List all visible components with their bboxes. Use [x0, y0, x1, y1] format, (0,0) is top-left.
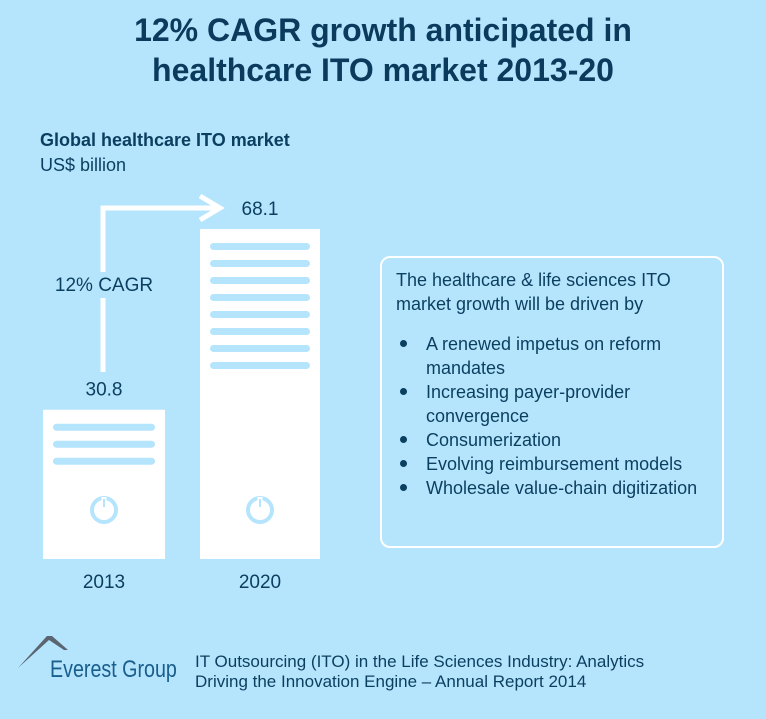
everest-mountain-icon — [18, 636, 68, 668]
bar-stripe — [53, 423, 155, 431]
page-title: 12% CAGR growth anticipated in healthcar… — [0, 10, 766, 90]
title-line-1: 12% CAGR growth anticipated in — [134, 12, 632, 48]
bar-stripe — [53, 457, 155, 465]
value-label: 68.1 — [242, 199, 279, 220]
drivers-list: A renewed impetus on reform mandates Inc… — [396, 332, 708, 500]
cagr-label-gap — [95, 272, 111, 298]
driver-item: Consumerization — [400, 428, 708, 452]
category-label: 2020 — [239, 572, 281, 593]
bar-stripe — [210, 294, 310, 301]
driver-item: Evolving reimbursement models — [400, 452, 708, 476]
cagr-label: 12% CAGR — [55, 275, 153, 296]
drivers-heading: The healthcare & life sciences ITO marke… — [396, 270, 671, 314]
bar-stripe — [53, 440, 155, 448]
value-label: 30.8 — [86, 380, 123, 401]
driver-item: Increasing payer-provider convergence — [400, 380, 708, 428]
bar-stripe — [210, 345, 310, 352]
category-label: 2013 — [83, 572, 125, 593]
source-line: Driving the Innovation Engine – Annual R… — [195, 672, 587, 691]
everest-group-logo: Everest Group — [50, 656, 177, 683]
cagr-arrow — [100, 205, 215, 372]
drivers-box: The healthcare & life sciences ITO marke… — [380, 256, 724, 548]
source-line: IT Outsourcing (ITO) in the Life Science… — [195, 652, 645, 671]
bar-stripe — [210, 277, 310, 284]
bar-stripe — [210, 362, 310, 369]
bar-stripe — [210, 260, 310, 267]
source-citation: IT Outsourcing (ITO) in the Life Science… — [195, 652, 644, 692]
driver-item: Wholesale value-chain digitization — [400, 476, 708, 500]
bar-stripe — [210, 243, 310, 250]
bar-2013 — [43, 409, 165, 559]
cagr-arrowhead — [198, 193, 225, 223]
driver-item: A renewed impetus on reform mandates — [400, 332, 708, 380]
bar-stripe — [210, 328, 310, 335]
bar-stripe — [210, 311, 310, 318]
title-line-2: healthcare ITO market 2013-20 — [152, 52, 614, 88]
chart-title: Global healthcare ITO market — [40, 130, 290, 150]
chart-unit: US$ billion — [40, 155, 127, 175]
